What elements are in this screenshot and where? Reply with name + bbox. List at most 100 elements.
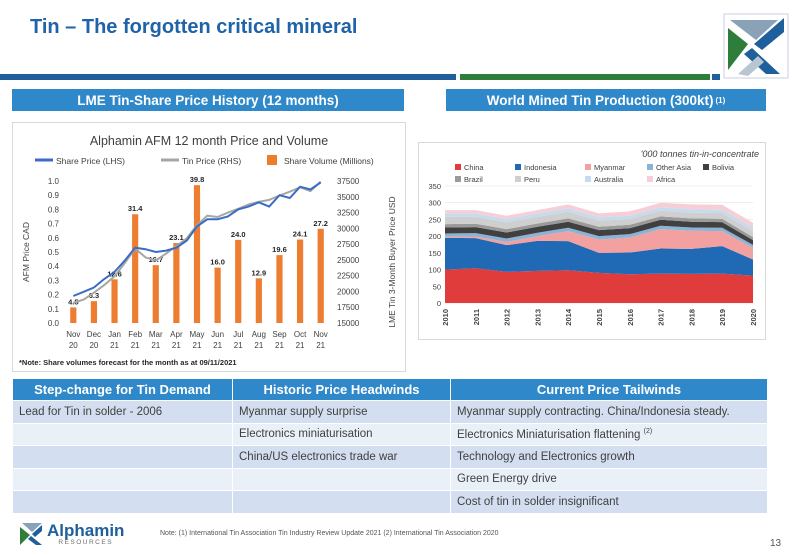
volume-data-label: 31.4 (128, 204, 143, 213)
table-header-tailwinds: Current Price Tailwinds (450, 378, 768, 401)
legend-label: Bolivia (712, 163, 735, 172)
x-tick-label-month: Jul (233, 330, 243, 339)
tin-production-chart-panel: '000 tonnes tin-in-concentrate China Indon… (418, 142, 766, 340)
area-other-asia (445, 225, 753, 248)
section-header-footnote: (1) (715, 95, 726, 105)
volume-data-label: 6.3 (89, 291, 99, 300)
page-number: 13 (770, 538, 782, 549)
legend-swatch-bolivia (703, 164, 709, 170)
legend-label: Africa (656, 175, 676, 184)
volume-bar (317, 228, 324, 323)
x-tick-label-month: May (189, 330, 204, 339)
share-price-chart: Alphamin AFM 12 month Price and Volume Sh… (19, 134, 397, 367)
y-axis-label: AFM Price CAD (21, 222, 31, 282)
y-tick-label: 150 (428, 249, 441, 258)
tin-drivers-table: Step-change for Tin Demand Historic Pric… (12, 378, 768, 514)
y-tick-label: 200 (428, 232, 441, 241)
footer-logo: Alphamin RESOURCES (18, 521, 124, 547)
volume-data-label: 23.1 (169, 233, 184, 242)
y-tick-label: 0.8 (48, 205, 60, 214)
x-tick-label-year: 21 (296, 341, 305, 350)
y2-tick-label: 22500 (337, 272, 360, 281)
table-cell (232, 467, 451, 491)
x-tick-label: 2020 (749, 309, 758, 326)
legend-swatch-china (455, 164, 461, 170)
table-row: Lead for Tin in solder - 2006 Myanmar su… (12, 400, 768, 424)
table-row: China/US electronics trade war Technolog… (12, 445, 768, 469)
table-cell (12, 490, 233, 514)
volume-bar (235, 239, 242, 323)
table-header-demand: Step-change for Tin Demand (12, 378, 233, 401)
legend-swatch-indonesia (515, 164, 521, 170)
y-tick-label: 250 (428, 215, 441, 224)
x-tick-label-year: 21 (193, 341, 202, 350)
legend-label: Australia (594, 175, 624, 184)
x-tick-label-month: Nov (66, 330, 80, 339)
table-cell: Technology and Electronics growth (450, 445, 768, 469)
footnote: Note: (1) International Tin Association … (160, 530, 499, 537)
table-cell: China/US electronics trade war (232, 445, 451, 469)
x-tick-label-month: Feb (128, 330, 142, 339)
volume-bar (90, 301, 98, 323)
volume-data-label: 12.9 (252, 268, 267, 277)
section-header-share-price: LME Tin-Share Price History (12 months) (12, 89, 404, 111)
y2-tick-label: 25000 (337, 256, 360, 265)
table-cell: Green Energy drive (450, 467, 768, 491)
x-tick-label: 2011 (472, 309, 481, 325)
volume-bar (255, 278, 262, 323)
legend-label: China (464, 163, 484, 172)
y2-tick-label: 15000 (337, 319, 360, 328)
area-africa (445, 202, 753, 228)
legend-swatch-africa (647, 176, 653, 182)
x-tick-label-month: Oct (294, 330, 307, 339)
y-tick-label: 350 (428, 182, 441, 191)
x-tick-label-month: Aug (252, 330, 266, 339)
table-cell: Myanmar supply surprise (232, 400, 451, 424)
y-tick-label: 0.3 (48, 276, 60, 285)
x-tick-label-month: Nov (314, 330, 328, 339)
section-header-tin-production-label: World Mined Tin Production (300kt) (486, 92, 714, 108)
section-header-share-price-label: LME Tin-Share Price History (12 months) (77, 92, 339, 108)
legend-label: Brazil (464, 175, 483, 184)
legend-label-0: Share Price (LHS) (56, 156, 125, 166)
volume-data-label: 24.1 (293, 230, 308, 239)
y2-tick-label: 27500 (337, 240, 360, 249)
x-tick-label-month: Jun (211, 330, 224, 339)
volume-data-label: 19.6 (272, 245, 287, 254)
area-indonesia (445, 237, 753, 276)
x-tick-label-month: Apr (170, 330, 183, 339)
table-cell-text: Electronics Miniaturisation flattening (457, 428, 641, 441)
page-title: Tin – The forgotten critical mineral (30, 16, 358, 38)
y-tick-label: 0.2 (48, 291, 60, 300)
x-tick-label: 2013 (533, 309, 542, 326)
volume-bar (193, 185, 201, 323)
y2-tick-label: 30000 (337, 224, 360, 233)
x-tick-label: 2019 (718, 309, 727, 326)
volume-data-label: 39.8 (190, 175, 205, 184)
table-row: Green Energy drive (12, 467, 768, 491)
table-cell (12, 467, 233, 491)
x-tick-label-month: Sep (272, 330, 287, 339)
table-cell (232, 490, 451, 514)
x-tick-label-year: 21 (213, 341, 222, 350)
table-cell: Cost of tin in solder insignificant (450, 490, 768, 514)
x-tick-label-year: 21 (110, 341, 119, 350)
chart-subtitle: '000 tonnes tin-in-concentrate (641, 149, 759, 159)
area-china (445, 268, 753, 303)
y-tick-label: 0.6 (48, 234, 60, 243)
share-price-chart-panel: Alphamin AFM 12 month Price and Volume Sh… (12, 122, 406, 372)
y-tick-label: 0.0 (48, 319, 60, 328)
volume-data-label: 24.0 (231, 230, 246, 239)
table-cell: Electronics miniaturisation (232, 422, 451, 446)
volume-bar (173, 242, 180, 323)
x-tick-label-year: 21 (275, 341, 284, 350)
volume-data-label: 27.2 (313, 219, 328, 228)
footer-logo-sub: RESOURCES (58, 538, 114, 546)
legend-swatch-brazil (455, 176, 461, 182)
table-cell: Myanmar supply contracting. China/Indone… (450, 400, 768, 424)
y2-tick-label: 20000 (337, 287, 360, 296)
x-tick-label: 2014 (564, 308, 573, 326)
table-header-headwinds: Historic Price Headwinds (232, 378, 451, 401)
y2-tick-label: 32500 (337, 209, 360, 218)
x-tick-label: 2010 (441, 309, 450, 326)
